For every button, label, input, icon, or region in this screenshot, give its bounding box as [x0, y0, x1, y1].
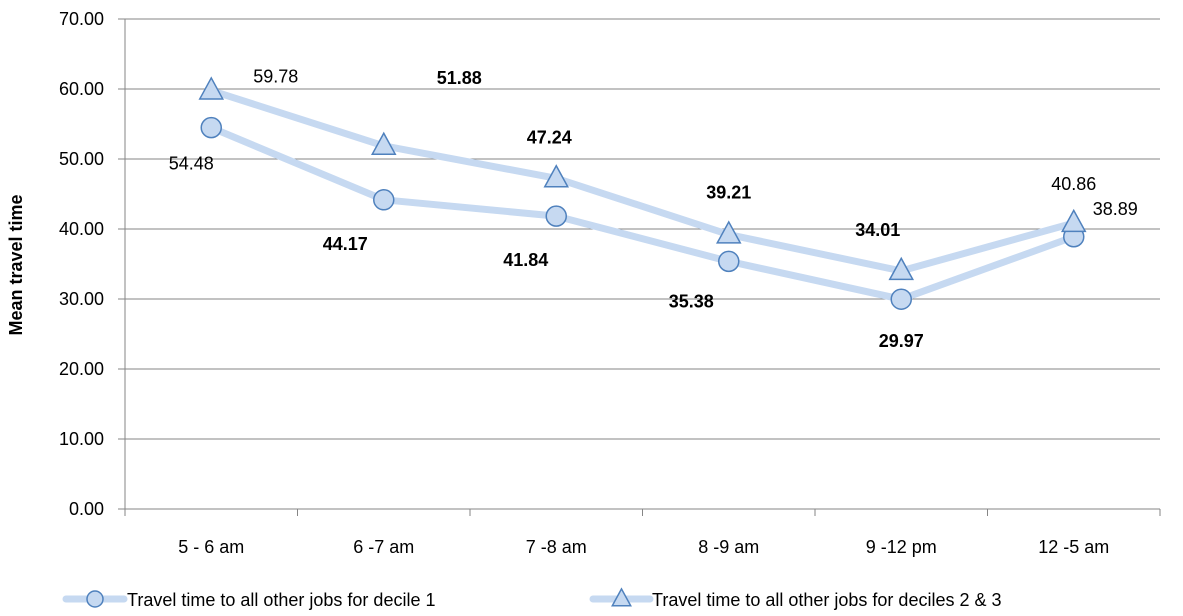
series-markers — [198, 76, 1087, 310]
legend-label: Travel time to all other jobs for decile… — [652, 590, 1002, 610]
x-tick-label: 8 -9 am — [698, 537, 759, 557]
x-tick-label: 9 -12 pm — [866, 537, 937, 557]
legend-circle-icon — [86, 590, 104, 608]
x-tick-labels: 5 - 6 am 6 -7 am 7 -8 am 8 -9 am 9 -12 pm 12 … — [178, 537, 1109, 557]
y-tick-label: 30.00 — [59, 289, 104, 309]
data-label: 54.48 — [169, 154, 214, 174]
y-tick-labels: 0.00 10.00 20.00 30.00 40.00 50.00 60.00 70.00 — [59, 9, 104, 519]
y-axis-title: Mean travel time — [6, 194, 26, 335]
data-label: 51.88 — [437, 68, 482, 88]
y-tick-label: 40.00 — [59, 219, 104, 239]
data-label: 44.17 — [323, 234, 368, 254]
y-tick-label: 60.00 — [59, 79, 104, 99]
series-2-marker — [543, 164, 570, 188]
series-2-marker — [888, 256, 915, 281]
data-label: 29.97 — [879, 331, 924, 351]
data-label: 34.01 — [855, 220, 900, 240]
axes — [118, 18, 1161, 516]
y-tick-label: 20.00 — [59, 359, 104, 379]
x-tick-label: 6 -7 am — [353, 537, 414, 557]
series-1-marker — [373, 189, 395, 211]
data-label: 41.84 — [503, 250, 548, 270]
y-tick-label: 10.00 — [59, 429, 104, 449]
legend-label: Travel time to all other jobs for decile… — [127, 590, 435, 610]
data-label: 59.78 — [253, 67, 298, 87]
series-2-marker — [1060, 208, 1087, 233]
series-1-marker — [545, 205, 567, 227]
x-tick-label: 7 -8 am — [526, 537, 587, 557]
y-tick-label: 70.00 — [59, 9, 104, 29]
data-label: 40.86 — [1051, 174, 1096, 194]
data-label: 35.38 — [669, 291, 714, 311]
y-tick-label: 50.00 — [59, 149, 104, 169]
series-line-1 — [207, 124, 1078, 303]
x-tick-label: 5 - 6 am — [178, 537, 244, 557]
data-label: 47.24 — [527, 127, 572, 147]
legend-triangle-icon — [611, 587, 632, 607]
series-line-2 — [207, 87, 1078, 275]
x-tick-label: 12 -5 am — [1038, 537, 1109, 557]
series-2-marker — [370, 131, 397, 155]
series-1-marker — [200, 116, 222, 139]
series-1-marker — [718, 250, 740, 273]
data-label: 39.21 — [706, 183, 751, 203]
series-2-marker — [715, 220, 742, 244]
gridlines — [125, 18, 1160, 440]
y-tick-label: 0.00 — [69, 499, 104, 519]
data-labels: 54.48 44.17 41.84 35.38 29.97 38.89 59.78 51.88… — [169, 67, 1138, 352]
series-2-marker — [198, 76, 225, 100]
legend: Travel time to all other jobs for decile… — [62, 587, 1002, 610]
data-label: 38.89 — [1093, 199, 1138, 219]
series-lines — [207, 87, 1078, 303]
series-1-marker — [890, 288, 912, 310]
